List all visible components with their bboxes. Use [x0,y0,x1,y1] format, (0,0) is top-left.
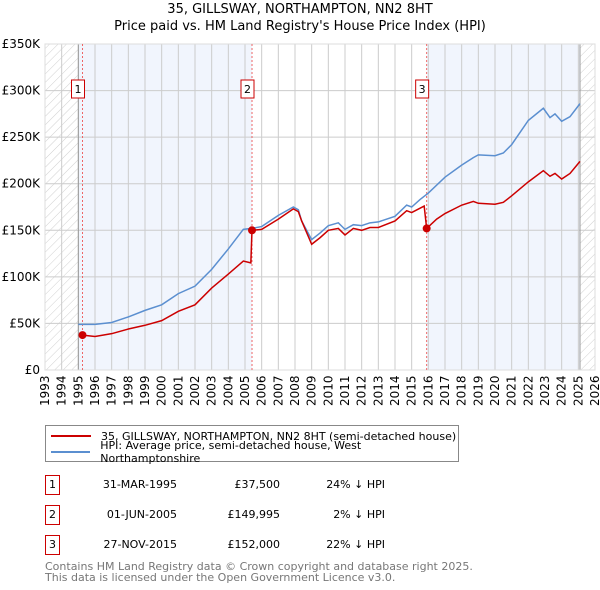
sale-row: 1 31-MAR-1995 £37,500 24% ↓ HPI [45,475,445,495]
x-tick-label: 2005 [238,375,252,406]
x-tick-label: 2025 [571,375,585,406]
legend-item-property: 35, GILLSWAY, NORTHAMPTON, NN2 8HT (semi… [46,428,456,444]
sale-label: 3 [419,83,426,96]
sale-marker-label: 1 [45,475,60,495]
shaded-region [426,44,580,370]
sale-label-box [71,79,85,99]
sale-hpi-diff: 22% ↓ HPI [326,538,385,551]
chart-plot: 1993 1994 1995 1996 1997 1998 1999 2000 2001 2002… [2,37,600,406]
x-tick-label: 2017 [438,375,452,406]
x-tick-label: 2018 [455,375,469,406]
sale-price: £149,995 [227,508,281,521]
y-tick-label: £150K [2,223,42,237]
legend-label: HPI: Average price, semi-detached house,… [100,439,362,465]
x-tick-label: 2024 [555,375,569,406]
sale-date: 31-MAR-1995 [102,478,177,491]
legend: 35, GILLSWAY, NORTHAMPTON, NN2 8HT (semi… [45,425,459,465]
sale-date: 27-NOV-2015 [103,538,177,551]
x-tick-label: 2006 [255,375,269,406]
x-tick-label: 1997 [105,375,119,406]
x-tick-label: 2012 [355,375,369,406]
footer: Contains HM Land Registry data © Crown c… [45,561,473,583]
x-tick-label: 2016 [421,375,435,406]
x-tick-label: 2022 [521,375,535,406]
legend-item-hpi: HPI: Average price, semi-detached house,… [46,439,458,465]
legend-swatch-blue [51,451,91,453]
footer-licence: This data is licensed under the Open Gov… [45,571,396,584]
x-tick-label: 1999 [138,375,152,406]
sale-date: 01-JUN-2005 [106,508,177,521]
x-tick-label: 1995 [71,375,85,406]
sale-marker-label: 3 [45,535,60,555]
sale-label: 2 [244,83,251,96]
y-tick-label: £0 [25,363,40,377]
footer-copyright: Contains HM Land Registry data © Crown c… [45,560,473,573]
plot-frame [44,43,596,371]
sale-label-box [240,79,255,99]
sale-label-box [415,79,430,99]
sale-hpi-diff: 2% ↓ HPI [333,508,385,521]
x-tick-label: 2008 [288,375,302,406]
sale-row: 2 01-JUN-2005 £149,995 2% ↓ HPI [45,505,445,525]
sale-price: £37,500 [234,478,281,491]
x-tick-label: 1994 [55,375,69,406]
price-paid-line [82,160,581,338]
x-tick-label: 2007 [271,375,285,406]
x-tick-label: 2000 [155,375,169,406]
sale-point [422,224,431,233]
x-tick-label: 2021 [505,375,519,406]
legend-label: 35, GILLSWAY, NORTHAMPTON, NN2 8HT (semi… [101,429,457,443]
hatched-region [580,44,595,370]
x-tick-label: 2002 [188,375,202,406]
sale-hpi-diff: 24% ↓ HPI [326,478,385,491]
x-tick-label: 2003 [205,375,219,406]
x-tick-label: 2010 [321,375,335,406]
sale-point [78,331,87,340]
sale-marker-label: 2 [45,505,60,525]
chart-subtitle: Price paid vs. HM Land Registry's House … [114,19,486,34]
y-tick-label: £50K [9,316,41,330]
shaded-region [78,44,252,370]
sale-point [248,226,256,235]
x-tick-label: 1996 [88,375,102,406]
y-tick-label: £200K [2,177,42,191]
y-tick-label: £350K [2,37,42,51]
x-tick-label: 2019 [471,375,485,406]
sale-row: 3 27-NOV-2015 £152,000 22% ↓ HPI [45,535,445,555]
x-tick-label: 2011 [338,375,352,406]
x-tick-label: 2001 [171,375,185,406]
sale-price: £152,000 [227,538,281,551]
x-tick-label: 2020 [488,375,502,406]
sale-label: 1 [75,83,82,96]
legend-swatch-red [51,435,91,437]
x-tick-label: 2015 [405,375,419,406]
y-tick-label: £250K [2,130,42,144]
x-tick-label: 2009 [305,375,319,406]
y-tick-label: £300K [2,84,42,98]
x-tick-label: 1998 [121,375,135,406]
x-tick-label: 2026 [588,375,600,406]
hpi-line [78,103,581,326]
x-tick-label: 2004 [221,375,235,406]
x-tick-label: 2023 [538,375,552,406]
x-tick-label: 2013 [371,375,385,406]
y-tick-label: £100K [2,270,42,284]
x-tick-label: 1993 [38,375,52,406]
x-tick-label: 2014 [388,375,402,406]
chart-title: 35, GILLSWAY, NORTHAMPTON, NN2 8HT [167,2,433,17]
